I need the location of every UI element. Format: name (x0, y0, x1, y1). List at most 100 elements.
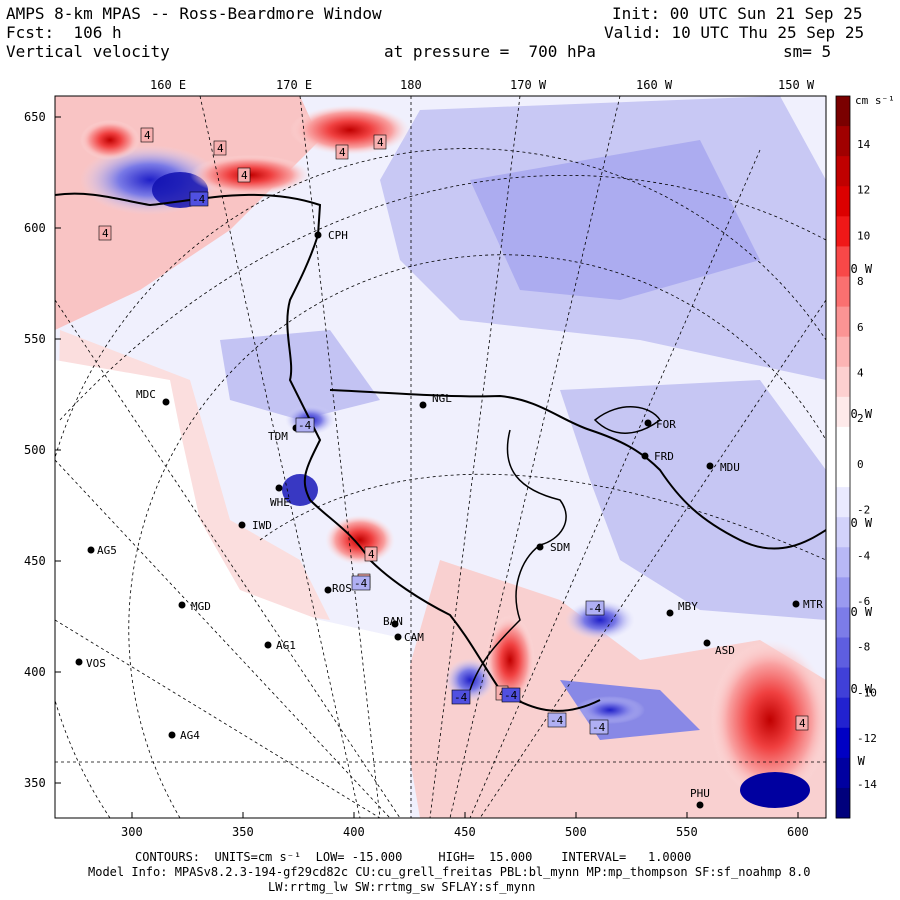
contour-label: 4 (364, 546, 378, 562)
blob-red-nw2 (80, 120, 140, 160)
colorbar-units: cm s⁻¹ (855, 94, 895, 107)
stations: CPH MDC TDM NGL FOR FRD MDU WHE IWD AG5 … (75, 229, 823, 809)
x-tick-500: 500 (565, 825, 587, 839)
station-sdm: SDM (536, 541, 570, 554)
lon-label-180: 180 (400, 78, 422, 92)
colorbar-swatch (836, 426, 850, 458)
colorbar-label: 12 (857, 184, 870, 197)
svg-text:4: 4 (102, 227, 109, 240)
blob-blue-shelf (565, 600, 635, 640)
x-tick-450: 450 (454, 825, 476, 839)
svg-text:4: 4 (241, 169, 248, 182)
x-tick-550: 550 (676, 825, 698, 839)
colorbar: cm s⁻¹ 14 12 10 8 6 4 2 0 -2 -4 -6 -8 -10 -12 -14 (835, 94, 895, 819)
contour-label: -4 (585, 600, 605, 616)
contour-label: 4 (237, 167, 251, 183)
colorbar-label: -2 (857, 504, 870, 517)
colorbar-swatch (836, 457, 850, 488)
station-asd: ASD (703, 639, 735, 657)
blue-core-ross-sea (470, 140, 760, 300)
colorbar-swatch (836, 186, 850, 217)
ross-ice-shelf-edge (329, 389, 826, 550)
svg-text:WHE: WHE (270, 496, 290, 509)
y-tick-600: 600 (24, 221, 46, 235)
colorbar-swatch (836, 517, 850, 548)
colorbar-swatch (836, 96, 850, 127)
svg-text:4: 4 (377, 136, 384, 149)
colorbar-swatch (836, 547, 850, 578)
svg-text:CAM: CAM (404, 631, 424, 644)
colorbar-swatch (836, 306, 850, 338)
contour-label: 4 (795, 715, 809, 731)
svg-text:NGL: NGL (432, 392, 452, 405)
station-for: FOR (644, 418, 676, 431)
blob-blue-se2 (575, 696, 645, 724)
model-info: Model Info: MPASv8.2.3-194-gf29cd82c CU:… (88, 865, 811, 879)
svg-text:TDM: TDM (268, 430, 288, 443)
svg-text:-4: -4 (504, 689, 518, 702)
svg-text:AG4: AG4 (180, 729, 200, 742)
station-phu: PHU (690, 787, 710, 809)
blob-red-n (290, 105, 410, 155)
svg-text:MDC: MDC (136, 388, 156, 401)
colorbar-label: -6 (857, 595, 870, 608)
colorbar-swatch (836, 667, 850, 699)
contour-label: 4 (140, 127, 154, 143)
svg-text:4: 4 (368, 548, 375, 561)
svg-text:-4: -4 (454, 691, 468, 704)
station-cph: CPH (314, 229, 348, 242)
svg-text:4: 4 (339, 146, 346, 159)
title: AMPS 8-km MPAS -- Ross-Beardmore Window (6, 4, 382, 23)
x-tick-600: 600 (787, 825, 809, 839)
colorbar-swatch (836, 487, 850, 518)
coastline-west (55, 192, 601, 712)
contour-label: 4 (335, 144, 349, 160)
colorbar-label: 14 (857, 138, 871, 151)
svg-text:CPH: CPH (328, 229, 348, 242)
contour-labels: 4 4 4 4 4 4 4 4 4 4 -4 -4 -4 -4 -4 -4 -4… (98, 127, 809, 735)
graticule (55, 96, 826, 818)
colorbar-label: 10 (857, 229, 870, 242)
colorbar-label: -4 (857, 549, 871, 562)
lon-label-160w: 160 W (636, 78, 673, 92)
svg-text:ROS: ROS (332, 582, 352, 595)
colorbar-swatch (836, 366, 850, 398)
pressure-level: at pressure = 700 hPa (384, 42, 596, 61)
station-ag5: AG5 (87, 544, 117, 557)
forecast-hour: Fcst: 106 h (6, 23, 122, 42)
colorbar-label: -8 (857, 641, 870, 654)
svg-text:-4: -4 (588, 602, 602, 615)
left-axis: 650 600 550 500 450 400 350 (24, 110, 61, 790)
colorbar-label: -12 (857, 732, 877, 745)
colorbar-label: -10 (857, 686, 877, 699)
field-name: Vertical velocity (6, 42, 170, 61)
svg-text:4: 4 (799, 717, 806, 730)
colorbar-swatch (836, 336, 850, 368)
lon-label-160e: 160 E (150, 78, 186, 92)
station-mdc: MDC (136, 388, 170, 406)
svg-text:4: 4 (144, 129, 151, 142)
colorbar-swatch (836, 126, 850, 157)
colorbar-swatch (836, 577, 850, 608)
station-mby: MBY (666, 600, 698, 617)
y-tick-400: 400 (24, 665, 46, 679)
contour-label: -4 (589, 719, 609, 735)
station-cam: CAM (394, 631, 424, 644)
svg-text:-4: -4 (298, 419, 312, 432)
x-tick-350: 350 (232, 825, 254, 839)
contour-label: -4 (451, 689, 471, 705)
colorbar-label: 8 (857, 275, 864, 288)
svg-text:MTR: MTR (803, 598, 823, 611)
colorbar-frame (835, 95, 851, 819)
colorbar-swatch (836, 787, 850, 819)
y-tick-550: 550 (24, 332, 46, 346)
station-vos: VOS (75, 657, 106, 670)
colorbar-swatch (836, 276, 850, 308)
smoothing: sm= 5 (783, 42, 832, 61)
station-frd: FRD (641, 450, 674, 463)
contour-label: 4 (98, 225, 112, 241)
svg-text:FOR: FOR (656, 418, 676, 431)
blue-area-ross-island (220, 330, 380, 420)
plateau-region (55, 360, 410, 818)
colorbar-label: 4 (857, 367, 864, 380)
